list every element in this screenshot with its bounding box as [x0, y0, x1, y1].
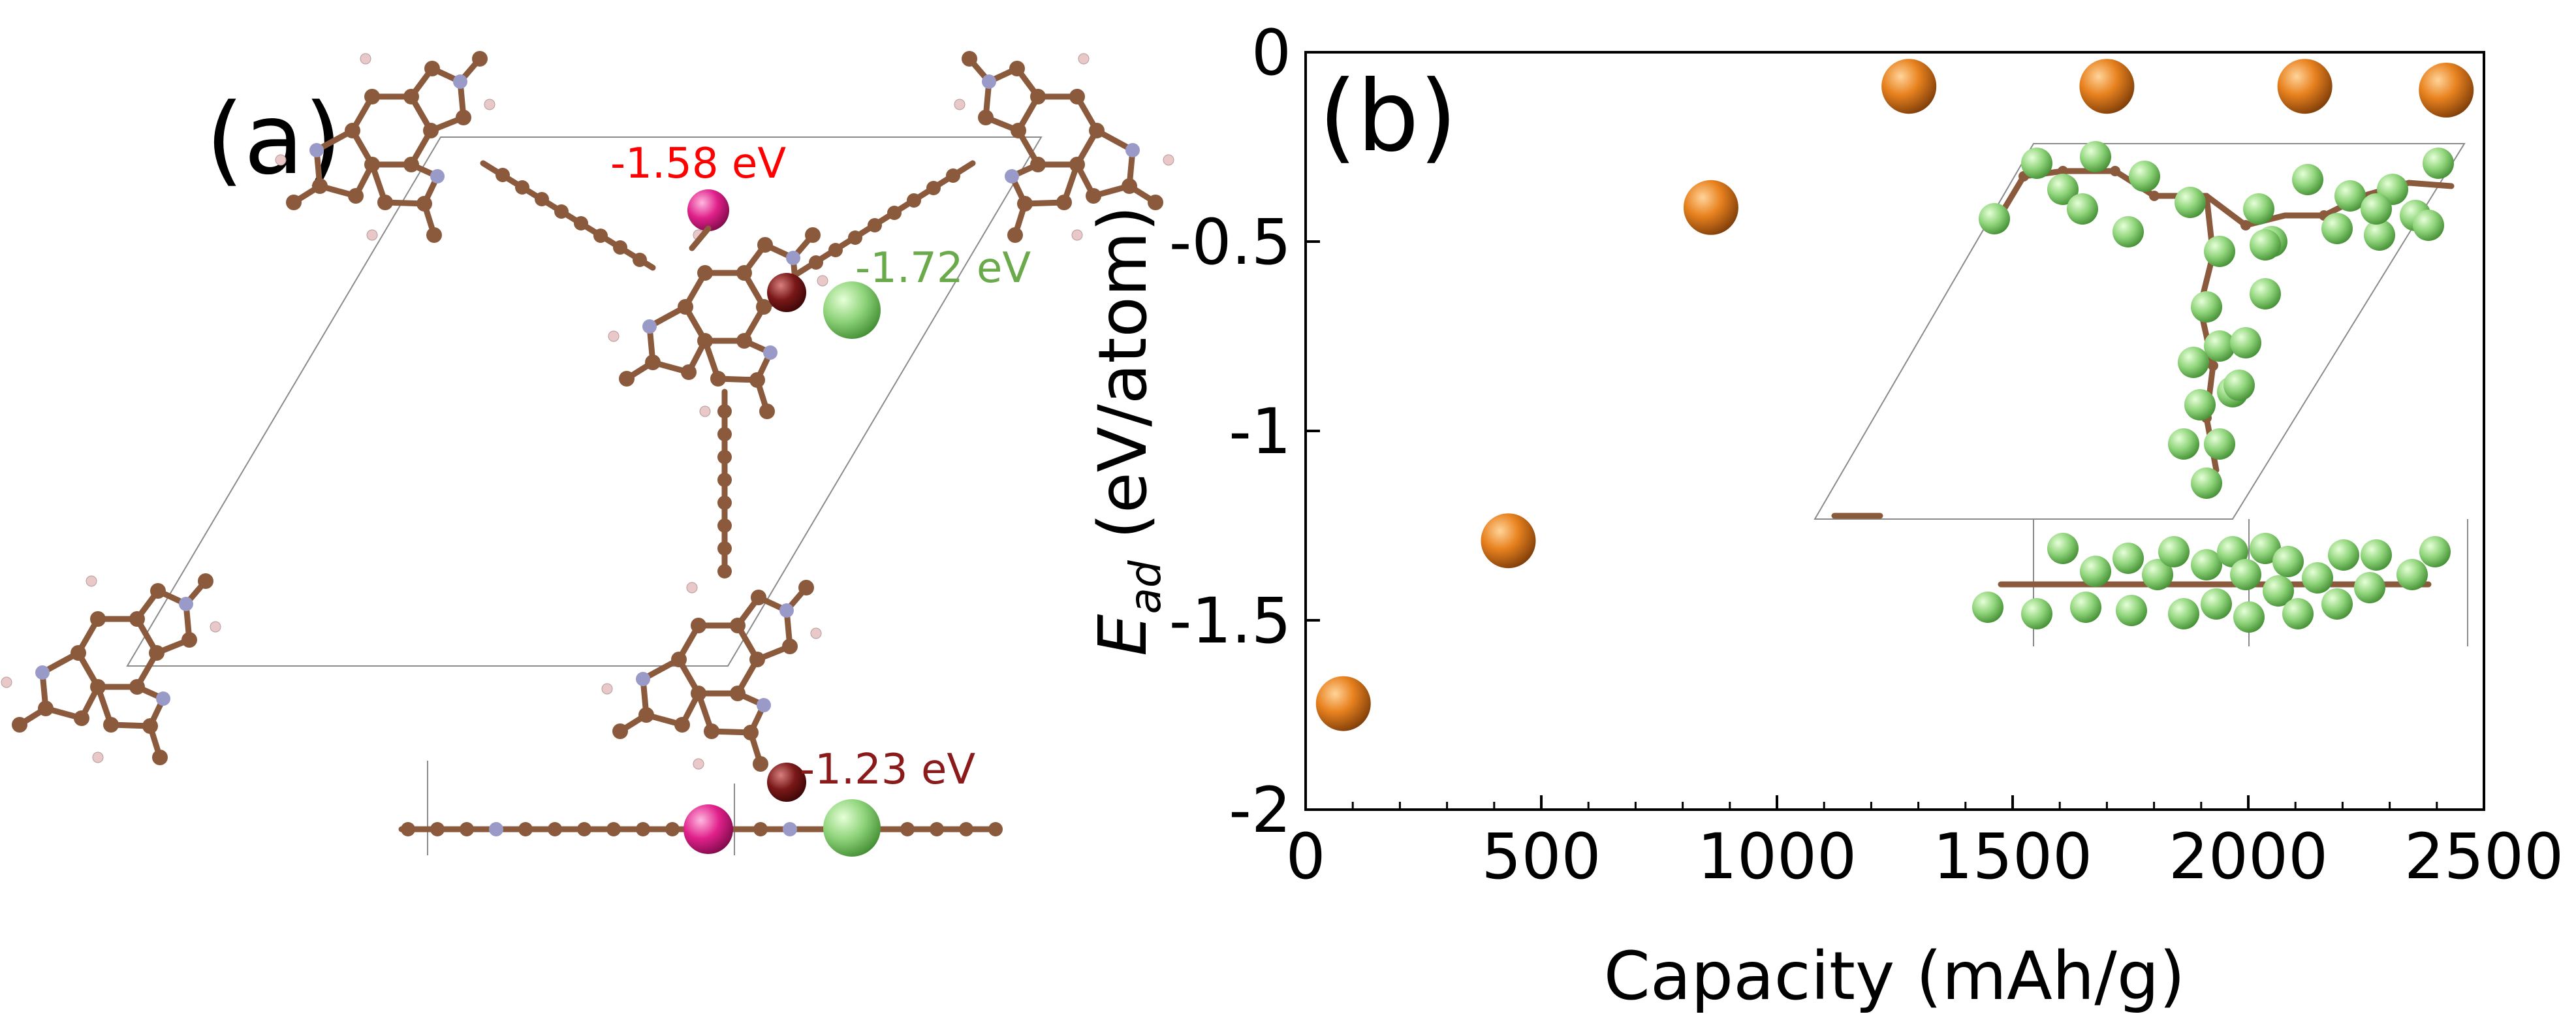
data-point	[2277, 59, 2333, 114]
data-point	[1315, 676, 1371, 731]
inset-side-view	[1972, 519, 2468, 646]
y-tick-label: -1.5	[1169, 584, 1291, 658]
adsorbed-atom-green-side	[823, 799, 881, 857]
x-tick-label: 2500	[2404, 820, 2564, 893]
y-axis-label-sub: ad	[1120, 560, 1170, 614]
data-point	[2079, 59, 2135, 114]
y-tick-label: 0	[1251, 16, 1291, 89]
y-tick-label: -2	[1229, 774, 1291, 847]
framework-core-bottom	[602, 580, 821, 772]
y-axis-label-main: E	[1084, 614, 1162, 656]
linker-chain-right	[793, 160, 976, 277]
adsorbed-atom-green	[823, 281, 881, 339]
energy-label-site-3: -1.23 eV	[800, 746, 975, 794]
data-point	[2419, 63, 2474, 118]
x-tick-label: 1000	[1697, 820, 1857, 893]
unit-cell	[126, 136, 1043, 667]
y-axis-label: Ead (eV/atom)	[1084, 206, 1170, 656]
x-tick-label: 0	[1285, 820, 1325, 893]
linker-chain-left	[480, 160, 656, 271]
adsorbed-atom-darkred-side	[767, 763, 806, 802]
side-view	[398, 761, 1003, 855]
panel-a: (a)	[1, 51, 1174, 857]
data-markers	[1315, 59, 2474, 731]
panel-b: (b) 0 500 1000 1500 2000 2500 0 -0.5 -1 -1.5 -2	[1084, 16, 2564, 1014]
data-point	[1481, 513, 1536, 569]
adsorbed-atom-pink	[687, 189, 729, 231]
inset-top-view	[1814, 141, 2466, 520]
y-axis-label-unit: (eV/atom)	[1084, 206, 1162, 560]
x-tick-label: 2000	[2169, 820, 2328, 893]
energy-label-site-2: -1.72 eV	[855, 244, 1031, 293]
x-tick-label: 500	[1481, 820, 1601, 893]
x-axis-label: Capacity (mAh/g)	[1604, 938, 2186, 1014]
x-tick-label: 1500	[1933, 820, 2092, 893]
y-tick-label: -1	[1229, 395, 1291, 468]
energy-label-site-1: -1.58 eV	[610, 140, 786, 188]
adsorbed-atom-darkred	[767, 273, 806, 312]
panel-b-label: (b)	[1319, 60, 1457, 174]
adsorbed-atom-pink-side	[683, 804, 733, 854]
y-tick-label: -0.5	[1169, 206, 1291, 279]
linker-chain-vertical	[717, 388, 732, 578]
data-point	[1881, 59, 1937, 114]
data-point	[1683, 180, 1738, 235]
framework-core-left	[1, 573, 221, 765]
axes-ticks: 0 500 1000 1500 2000 2500 0 -0.5 -1 -1.5 -2	[1169, 16, 2564, 893]
